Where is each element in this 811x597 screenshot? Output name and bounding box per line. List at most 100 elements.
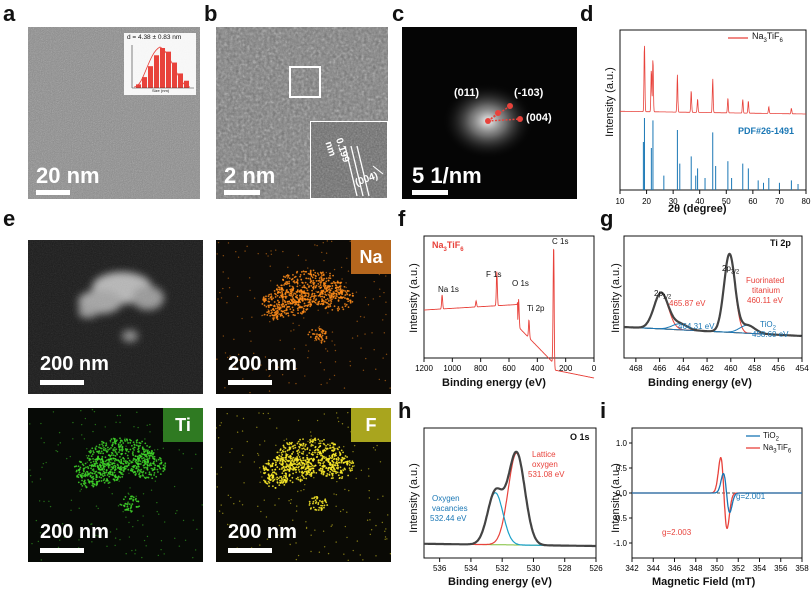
o1s-xlabel: Binding energy (eV)	[448, 576, 552, 588]
ti2p-v4: 458.60 eV	[752, 330, 789, 339]
panel-label-g: g	[600, 206, 614, 231]
ti2p-xtick: 464	[677, 364, 691, 373]
hrtem-image-b: 0.199 nm (004) 2 nm	[216, 27, 388, 199]
o1s-vac3: 532.44 eV	[430, 514, 467, 523]
epr-ytick: 0.5	[616, 464, 628, 473]
f-map: F 200 nm	[216, 408, 391, 562]
o1s-xtick: 536	[433, 564, 447, 573]
epr-ytick: -0.5	[613, 514, 627, 523]
epr-xtick: 350	[710, 564, 724, 573]
panel-label-d: d	[580, 1, 594, 26]
ti-map-dots	[29, 408, 203, 561]
ti2p-xlabel: Binding energy (eV)	[648, 377, 752, 389]
survey-ylabel: Intensity (a.u.)	[408, 263, 420, 333]
ti2p-xtick: 462	[700, 364, 714, 373]
histogram-plot	[131, 45, 194, 89]
ti2p-xtick: 456	[772, 364, 786, 373]
panel-label-i: i	[600, 398, 607, 423]
o1s-xtick: 530	[527, 564, 541, 573]
scale-label-c: 5 1/nm	[412, 163, 482, 188]
ti2p-xtick: 460	[724, 364, 738, 373]
survey-xtick: 400	[531, 364, 545, 373]
histogram-bar	[178, 73, 183, 88]
ti2p-xtick: 468	[629, 364, 643, 373]
survey-peak-o: O 1s	[512, 279, 529, 288]
panel-label-c: c	[392, 1, 405, 26]
scale-label-e2: 200 nm	[228, 353, 297, 375]
hrtem-noise-b	[216, 27, 388, 199]
scale-bar-e1	[40, 380, 84, 385]
survey-xtick: 600	[502, 364, 516, 373]
na-map-dots	[216, 240, 391, 394]
scale-bar-e4	[228, 548, 272, 553]
histogram-bar	[142, 77, 147, 88]
o1s-title: O 1s	[570, 432, 590, 442]
ti2p-envelope	[624, 252, 802, 338]
survey-xlabel: Binding energy (eV)	[442, 377, 546, 389]
epr-xtick: 358	[795, 564, 809, 573]
ti2p-chart: 468 466 464 462 460 458 456 454	[623, 235, 809, 373]
xrd-xtick: 80	[802, 197, 811, 206]
scale-label-e4: 200 nm	[228, 521, 297, 543]
scale-bar-e2	[228, 380, 272, 385]
xrd-ref-label: PDF#26-1491	[738, 126, 795, 136]
epr-ytick: 0.0	[616, 489, 628, 498]
o1s-lat3: 531.08 eV	[528, 470, 565, 479]
epr-xtick: 344	[647, 564, 661, 573]
epr-g1: g=2.001	[736, 492, 766, 501]
epr-tio2-line	[632, 472, 802, 514]
xrd-xtick: 20	[642, 197, 651, 206]
fft-spot-004: (004)	[526, 112, 552, 124]
o1s-xtick: 526	[589, 564, 603, 573]
ti2p-v1: 460.11 eV	[747, 296, 783, 305]
ti2p-p12: 2p1/2	[654, 289, 672, 301]
f-map-dots	[216, 410, 391, 562]
o1s-xtick: 534	[464, 564, 478, 573]
histogram-bar	[154, 55, 159, 88]
histogram-inset: d = 4.38 ± 0.83 nm Size (nm)	[124, 33, 196, 95]
epr-xtick: 346	[668, 564, 682, 573]
histogram-xlabel: Size (nm)	[152, 88, 170, 93]
panel-label-b: b	[204, 1, 218, 26]
o1s-chart: 536 534 532 530 528 526	[423, 427, 603, 573]
epr-xtick: 352	[732, 564, 746, 573]
haadf-image: 200 nm	[28, 240, 203, 394]
epr-legend-na3tif6: Na3TiF6	[763, 443, 792, 455]
o1s-vac2: vacancies	[432, 504, 468, 513]
haadf-particles	[28, 240, 203, 394]
survey-xtick: 200	[559, 364, 573, 373]
o1s-xtick: 532	[496, 564, 510, 573]
xrd-ylabel: Intensity (a.u.)	[604, 67, 616, 137]
ti2p-xtick: 454	[795, 364, 809, 373]
o1s-xtick: 528	[558, 564, 572, 573]
survey-xtick: 1200	[415, 364, 433, 373]
ti2p-tio2: TiO2	[760, 320, 776, 332]
fft-spot-m103: (-103)	[514, 87, 544, 99]
histogram-bar	[166, 51, 171, 88]
xrd-xtick: 40	[695, 197, 704, 206]
panel-label-a: a	[3, 1, 16, 26]
survey-peak-ti: Ti 2p	[527, 304, 545, 313]
o1s-lat2: oxygen	[532, 460, 558, 469]
scale-label-a: 20 nm	[36, 163, 100, 188]
xrd-sample-line	[620, 45, 806, 115]
histogram-bar	[148, 66, 153, 88]
o1s-lat1: Lattice	[532, 450, 556, 459]
panel-label-h: h	[398, 398, 412, 423]
epr-ytick: -1.0	[613, 539, 627, 548]
survey-xtick: 0	[592, 364, 597, 373]
xrd-xtick: 10	[616, 197, 625, 206]
ti2p-v2: 465.87 eV	[669, 299, 706, 308]
survey-peak-f: F 1s	[486, 270, 502, 279]
epr-chart: 342 344 346 348 350 352 354 356 358 1.0 0.5 0.0 -0.5…	[613, 427, 809, 573]
ti2p-xtick: 466	[653, 364, 667, 373]
survey-xtick: 1000	[443, 364, 461, 373]
histogram-title: d = 4.38 ± 0.83 nm	[127, 34, 182, 41]
scale-label-b: 2 nm	[224, 163, 276, 188]
survey-peak-c: C 1s	[552, 237, 569, 246]
epr-xtick: 342	[625, 564, 639, 573]
survey-peak-na: Na 1s	[438, 285, 459, 294]
survey-title: Na3TiF6	[432, 240, 464, 253]
panel-label-e: e	[3, 206, 16, 231]
tem-image-a: d = 4.38 ± 0.83 nm Size (nm) 20 nm	[28, 27, 200, 199]
